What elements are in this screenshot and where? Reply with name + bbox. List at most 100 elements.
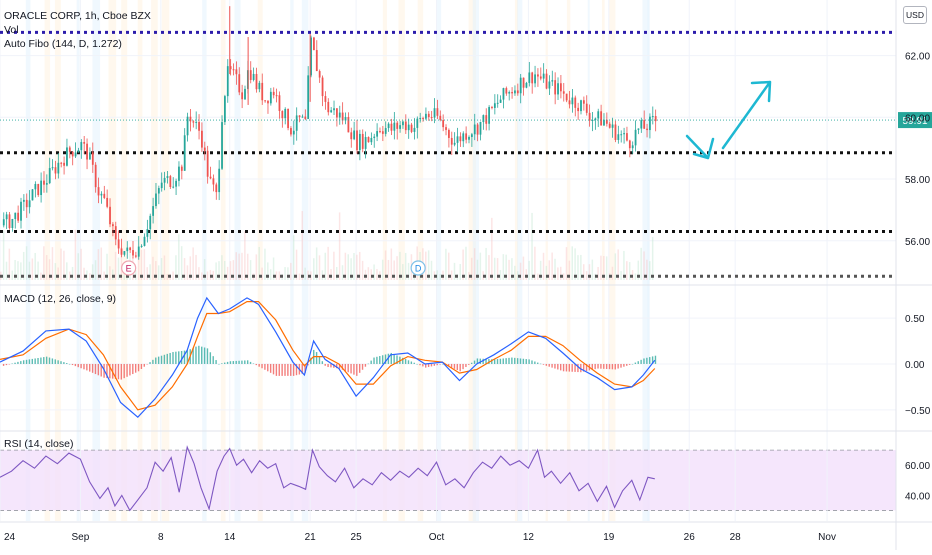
- volume-bar: [344, 252, 347, 280]
- macd-histogram-bar: [25, 359, 28, 364]
- macd-histogram-bar: [54, 359, 56, 364]
- volume-bar: [626, 261, 628, 280]
- macd-histogram-bar: [597, 363, 599, 369]
- macd-histogram-bar: [350, 363, 352, 374]
- candle-body: [68, 147, 71, 152]
- candle-body: [448, 129, 450, 138]
- volume-bar: [215, 262, 217, 280]
- session-stripes: [25, 0, 650, 521]
- candle-body: [493, 103, 496, 108]
- macd-histogram-bar: [155, 357, 157, 364]
- macd-histogram-bar: [459, 363, 461, 372]
- macd-histogram-bar: [310, 357, 312, 364]
- volume-bar: [201, 272, 203, 280]
- macd-histogram-bar: [413, 362, 415, 364]
- legend-auto-fibo[interactable]: Auto Fibo (144, D, 1.272): [4, 37, 122, 51]
- candle-body: [422, 117, 424, 119]
- volume-bar: [97, 249, 100, 280]
- macd-histogram-bar: [60, 361, 62, 364]
- macd-histogram-bar: [206, 348, 209, 364]
- session-stripe: [514, 0, 518, 521]
- macd-histogram-bar: [255, 363, 257, 366]
- volume-bar: [80, 248, 82, 280]
- currency-button[interactable]: USD: [903, 6, 927, 24]
- candle-body: [241, 92, 244, 100]
- volume-bar: [2, 230, 5, 280]
- candle-body: [646, 128, 648, 131]
- macd-histogram-bar: [557, 363, 559, 370]
- macd-histogram-bar: [393, 354, 395, 364]
- candle-body: [54, 167, 57, 174]
- candle-body: [238, 74, 241, 93]
- candle-body: [399, 125, 401, 129]
- volume-bar: [605, 256, 608, 280]
- time-tick-label: 19: [603, 532, 615, 543]
- candle-body: [390, 123, 393, 131]
- macd-histogram-bar: [68, 363, 71, 365]
- candle-body: [37, 183, 40, 196]
- candle-body: [169, 176, 172, 188]
- macd-histogram-bar: [473, 360, 476, 364]
- macd-histogram-bar: [491, 359, 493, 364]
- macd-histogram-bar: [534, 361, 536, 364]
- macd-histogram-bar: [178, 351, 180, 364]
- candle-body: [152, 206, 155, 216]
- macd-histogram-bar: [129, 363, 131, 376]
- candle-body: [338, 112, 341, 118]
- candle-body: [137, 246, 140, 257]
- macd-histogram-bar: [436, 363, 438, 366]
- candle-body: [545, 73, 548, 89]
- candle-body: [269, 91, 272, 104]
- legend-volume[interactable]: Vol: [4, 23, 19, 37]
- macd-histogram-bar: [241, 360, 243, 364]
- rsi-line: [0, 445, 655, 512]
- macd-histogram-bar: [34, 358, 36, 364]
- volume-bar: [120, 247, 123, 280]
- macd-histogram-bar: [462, 363, 464, 370]
- candle-body: [221, 122, 223, 169]
- volume-bar: [313, 258, 315, 280]
- legend-rsi[interactable]: RSI (14, close): [4, 437, 73, 451]
- volume-bar: [166, 273, 169, 280]
- volume-bar: [493, 257, 496, 280]
- macd-histogram-bar: [387, 353, 390, 364]
- volume-bar: [112, 269, 114, 280]
- candle-body: [281, 110, 284, 119]
- volume-bar: [468, 272, 470, 280]
- macd-histogram-bar: [396, 355, 398, 364]
- volume-bar: [600, 255, 602, 280]
- dividend-marker-label: D: [415, 264, 422, 274]
- volume-bar: [525, 269, 528, 280]
- symbol-title[interactable]: ORACLE CORP, 1h, Cboe BZX: [4, 9, 151, 23]
- candle-body: [206, 150, 209, 177]
- candle-body: [163, 177, 166, 183]
- volume-bar: [373, 264, 375, 280]
- candle-body: [605, 119, 608, 124]
- candle-body: [522, 77, 525, 88]
- time-tick-label: Sep: [72, 532, 90, 543]
- macd-histogram-bar: [166, 353, 168, 364]
- volume-bar: [545, 265, 548, 280]
- candle-body: [45, 183, 48, 185]
- candle-body: [542, 73, 545, 79]
- volume-bar: [611, 266, 614, 280]
- volume-bar: [74, 229, 77, 280]
- volume-bar: [40, 272, 42, 280]
- macd-histogram-bar: [551, 363, 553, 368]
- macd-histogram-bar: [482, 358, 484, 364]
- candle-body: [600, 111, 603, 126]
- candle-body: [459, 136, 462, 142]
- macd-histogram-bar: [272, 363, 275, 375]
- candle-body: [531, 72, 534, 84]
- candle-body: [284, 108, 287, 119]
- candle-body: [580, 100, 582, 112]
- candle-body: [488, 107, 491, 124]
- volume-bar: [597, 267, 599, 280]
- legend-macd[interactable]: MACD (12, 26, close, 9): [4, 292, 116, 306]
- volume-bar: [172, 271, 174, 280]
- volume-bar: [620, 271, 622, 280]
- macd-histogram-bar: [149, 362, 151, 364]
- macd-histogram-bar: [479, 358, 481, 364]
